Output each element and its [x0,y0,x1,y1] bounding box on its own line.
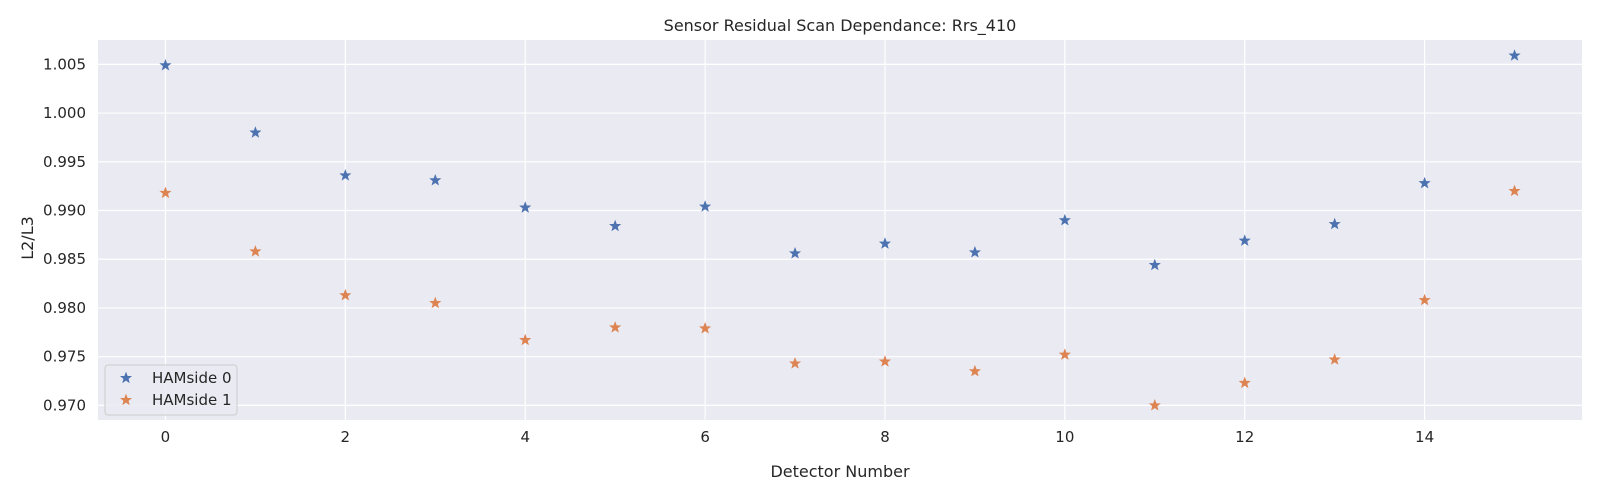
y-tick-label: 0.975 [43,348,86,366]
data-point-series-1 [1418,293,1431,306]
data-point-series-1 [1328,353,1341,365]
data-points [159,49,1521,411]
data-point-series-0 [1058,213,1071,226]
legend-label: HAMside 0 [152,369,232,387]
data-point-series-1 [609,321,622,333]
data-point-series-1 [1148,399,1161,411]
y-tick-label: 0.970 [43,396,86,414]
x-tick-label: 14 [1415,428,1434,446]
legend-label: HAMside 1 [152,391,232,409]
y-tick-label: 0.990 [43,202,86,220]
x-tick-label: 12 [1235,428,1254,446]
data-point-series-0 [519,201,532,213]
x-axis: 0 2 4 6 8 10 12 14 [161,428,1434,446]
legend-marker [119,393,133,406]
data-point-series-1 [1238,376,1251,389]
data-point-series-0 [429,173,442,186]
data-point-series-0 [249,126,262,138]
x-tick-label: 4 [520,428,530,446]
y-tick-label: 0.985 [43,250,86,268]
y-tick-label: 1.005 [43,55,86,73]
data-point-series-1 [429,296,442,309]
data-point-series-0 [1418,176,1431,189]
y-axis-label: L2/L3 [18,216,37,260]
x-tick-label: 10 [1055,428,1074,446]
data-point-series-1 [1058,348,1071,360]
y-tick-label: 1.000 [43,104,86,122]
data-point-series-1 [519,333,532,346]
x-tick-label: 2 [341,428,351,446]
plot-area [98,40,1582,420]
x-tick-label: 8 [880,428,890,446]
y-axis: 0.970 0.975 0.980 0.985 0.990 0.995 1.000 1.005 [43,55,86,414]
data-point-series-1 [968,364,981,377]
data-point-series-0 [699,200,712,212]
data-point-series-0 [339,169,352,181]
x-axis-label: Detector Number [770,462,910,481]
legend-box [104,364,238,416]
data-point-series-1 [878,355,892,367]
legend: HAMside 0 HAMside 1 [104,364,238,416]
data-point-series-1 [699,322,712,334]
legend-marker [119,371,133,384]
data-point-series-0 [609,219,622,232]
x-tick-label: 0 [161,428,171,446]
y-tick-label: 0.995 [43,153,86,171]
data-point-series-0 [968,246,981,258]
chart-title: Sensor Residual Scan Dependance: Rrs_410 [664,16,1017,36]
data-point-series-1 [249,245,262,257]
data-point-series-0 [1508,49,1521,61]
data-point-series-0 [878,237,892,249]
data-point-series-0 [1148,258,1161,271]
x-tick-label: 6 [700,428,710,446]
data-point-series-1 [159,186,172,199]
y-tick-label: 0.980 [43,299,86,317]
data-point-series-0 [159,58,172,71]
data-point-series-1 [788,357,802,369]
data-point-series-1 [339,288,352,301]
data-point-series-1 [1508,184,1521,197]
data-point-series-0 [1328,217,1341,230]
data-point-series-0 [788,247,802,259]
data-point-series-0 [1238,234,1251,246]
